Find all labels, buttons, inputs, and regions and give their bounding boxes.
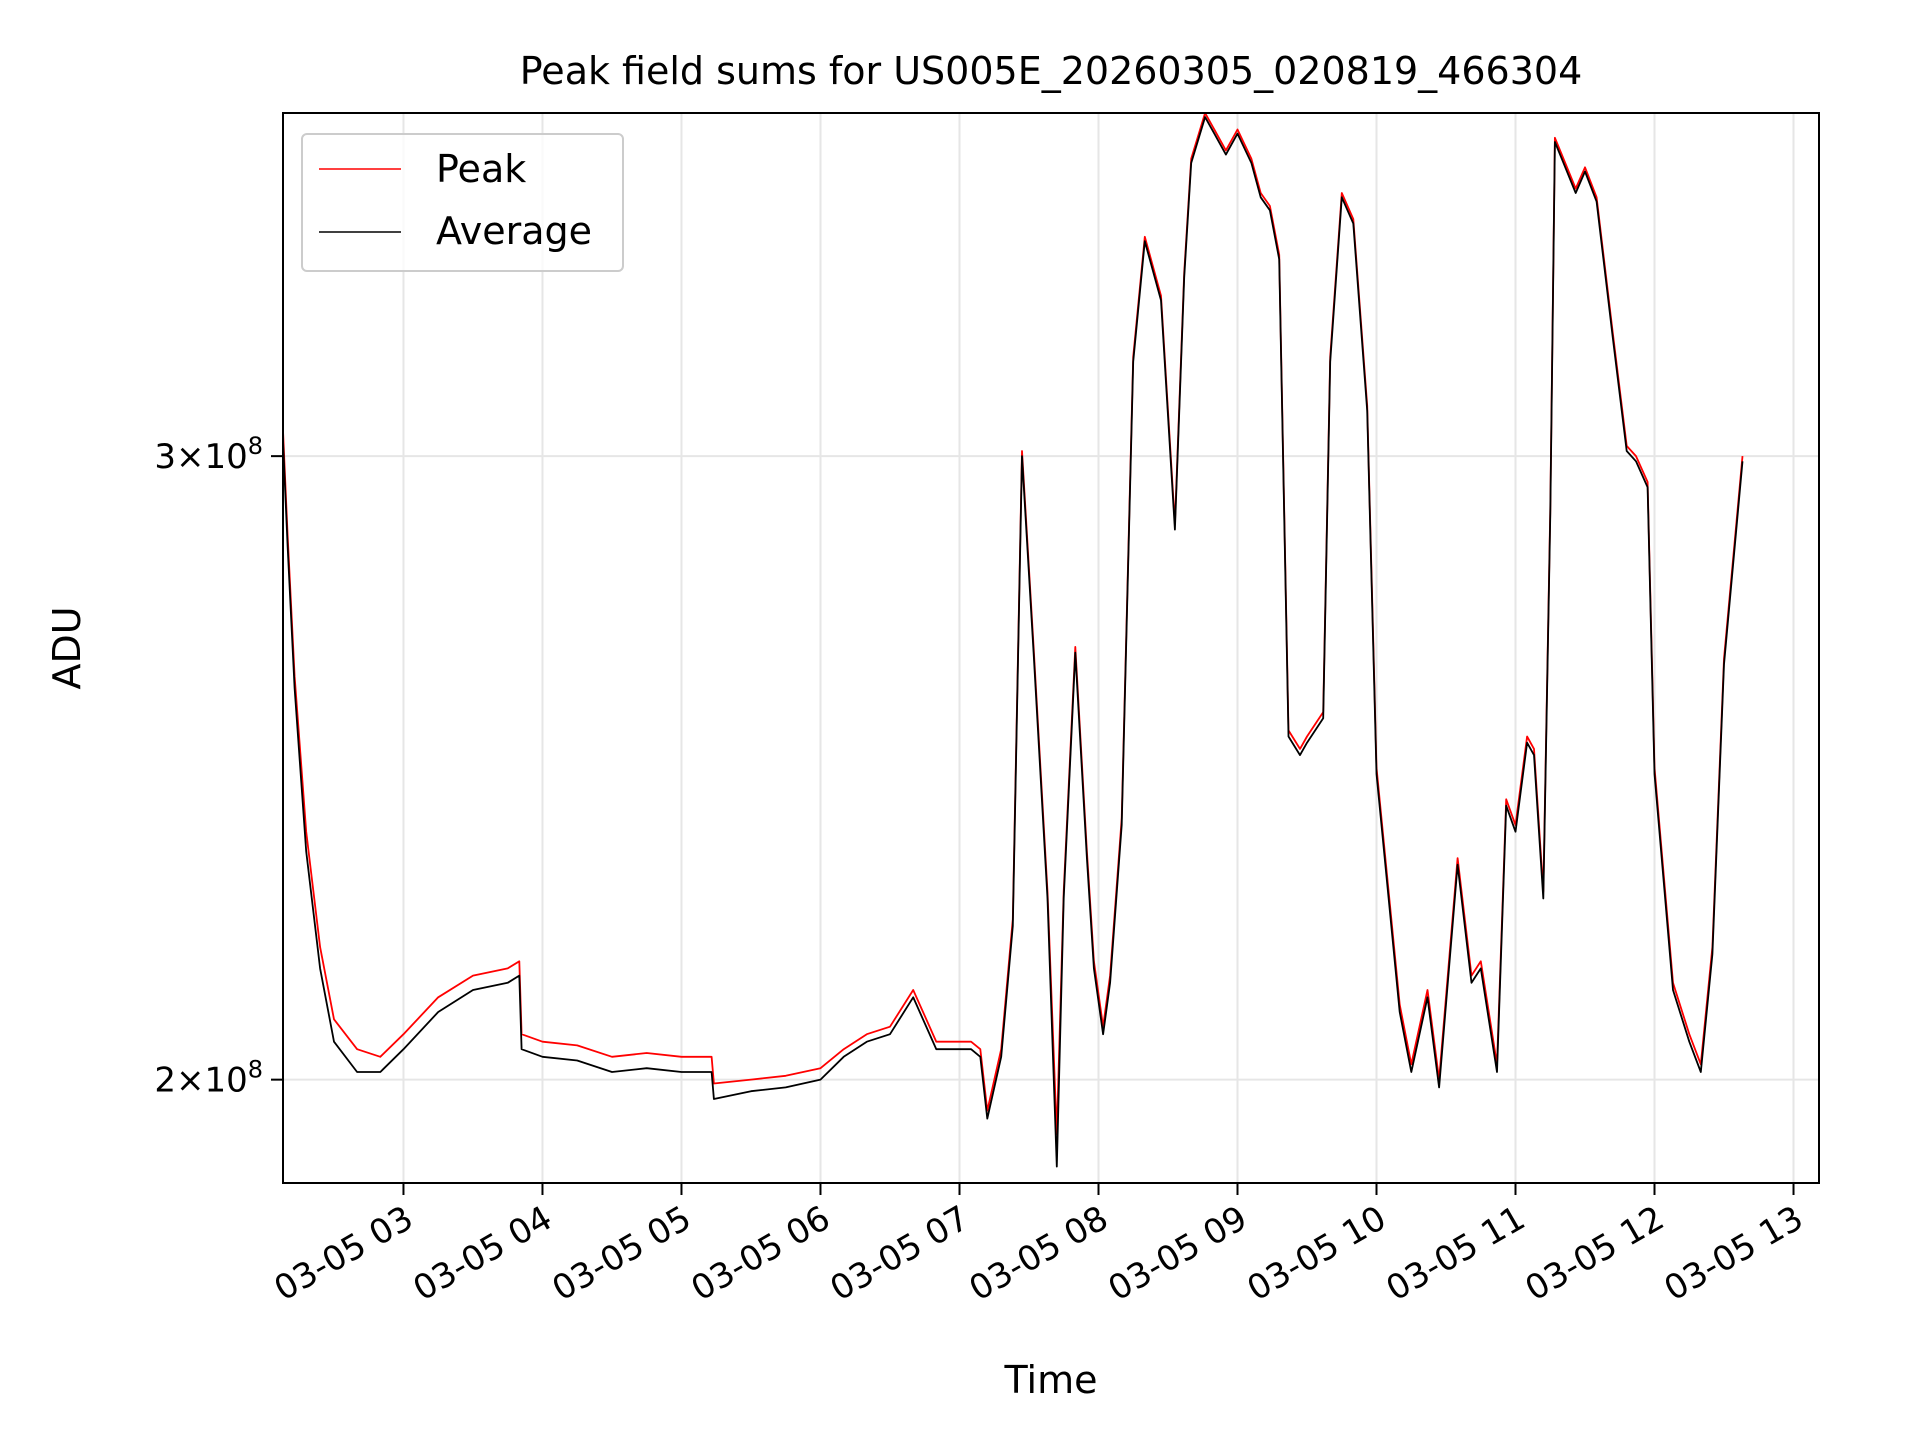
y-axis-label: ADU: [45, 606, 89, 689]
plot-frame: [282, 112, 1820, 1184]
series-line-average: [283, 116, 1744, 1168]
y-axis: 2×108 3×108: [154, 432, 283, 1101]
y-tick-label: 2×108: [154, 1056, 263, 1101]
legend: Peak Average: [301, 133, 624, 272]
y-tick-label: 3×108: [154, 432, 263, 477]
x-axis-label: Time: [1004, 1358, 1098, 1402]
legend-label-peak: Peak: [436, 147, 526, 191]
grid: [283, 113, 1819, 1183]
plot-area: [283, 113, 1744, 1168]
legend-label-average: Average: [436, 209, 592, 253]
chart-title: Peak field sums for US005E_20260305_0208…: [520, 49, 1583, 93]
